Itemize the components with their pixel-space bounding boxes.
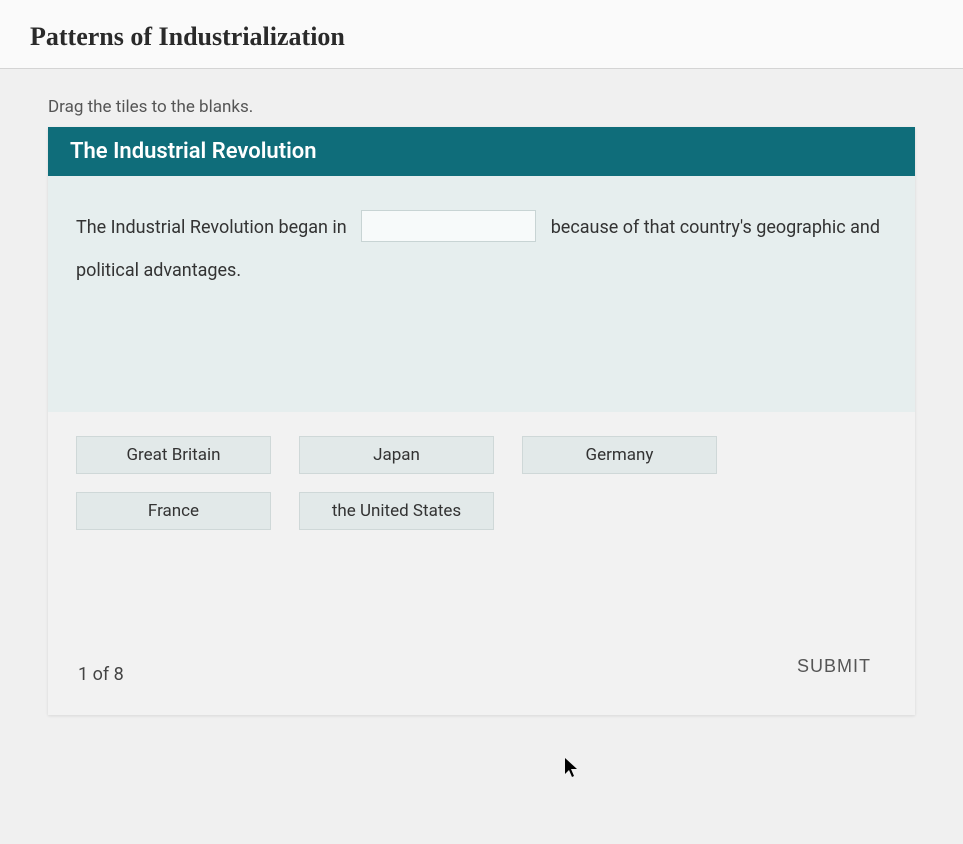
instruction-text: Drag the tiles to the blanks. (48, 97, 915, 117)
tile-great-britain[interactable]: Great Britain (76, 436, 271, 474)
blank-drop-target[interactable] (361, 210, 536, 242)
tile-united-states[interactable]: the United States (299, 492, 494, 530)
card-title: The Industrial Revolution (48, 127, 915, 176)
progress-indicator: 1 of 8 (78, 664, 124, 685)
tile-japan[interactable]: Japan (299, 436, 494, 474)
cursor-icon (565, 758, 581, 778)
tiles-area: Great Britain Japan Germany France the U… (48, 412, 915, 568)
sentence-part-1: The Industrial Revolution began in (76, 217, 347, 238)
tile-germany[interactable]: Germany (522, 436, 717, 474)
page-title: Patterns of Industrialization (30, 22, 933, 52)
submit-button[interactable]: SUBMIT (783, 648, 885, 685)
card-footer: 1 of 8 SUBMIT (48, 568, 915, 715)
tile-france[interactable]: France (76, 492, 271, 530)
question-area: The Industrial Revolution began in becau… (48, 176, 915, 412)
content-wrap: Drag the tiles to the blanks. The Indust… (0, 69, 963, 735)
page-header: Patterns of Industrialization (0, 0, 963, 69)
quiz-card: The Industrial Revolution The Industrial… (48, 127, 915, 715)
